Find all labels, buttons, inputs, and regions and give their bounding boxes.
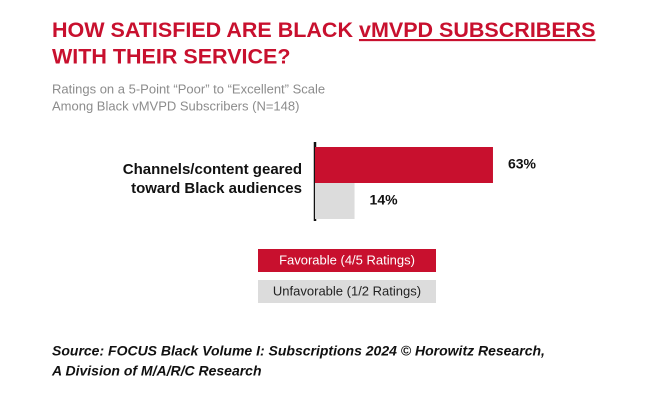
category-label: Channels/content geared toward Black aud… bbox=[122, 161, 302, 197]
legend-label: Unfavorable (1/2 Ratings) bbox=[273, 283, 421, 298]
value-label: 14% bbox=[370, 192, 399, 208]
value-label: 63% bbox=[508, 156, 537, 172]
bar bbox=[315, 147, 493, 183]
chart-subtitle: Ratings on a 5-Point “Poor” to “Excellen… bbox=[52, 81, 325, 96]
bar bbox=[315, 183, 355, 219]
chart-title: HOW SATISFIED ARE BLACK vMVPD SUBSCRIBER… bbox=[52, 18, 596, 42]
legend-swatch bbox=[258, 249, 436, 272]
chart-title: WITH THEIR SERVICE? bbox=[52, 45, 291, 69]
source: A Division of M/A/R/C Research bbox=[51, 363, 262, 379]
title-part: HOW SATISFIED ARE BLACK bbox=[52, 18, 353, 42]
legend-swatch bbox=[258, 280, 436, 303]
title-part: vMVPD SUBSCRIBERS bbox=[359, 18, 596, 42]
chart-subtitle: Among Black vMVPD Subscribers (N=148) bbox=[52, 98, 299, 113]
source: Source: FOCUS Black Volume I: Subscripti… bbox=[52, 343, 545, 359]
legend-label: Favorable (4/5 Ratings) bbox=[279, 252, 415, 267]
